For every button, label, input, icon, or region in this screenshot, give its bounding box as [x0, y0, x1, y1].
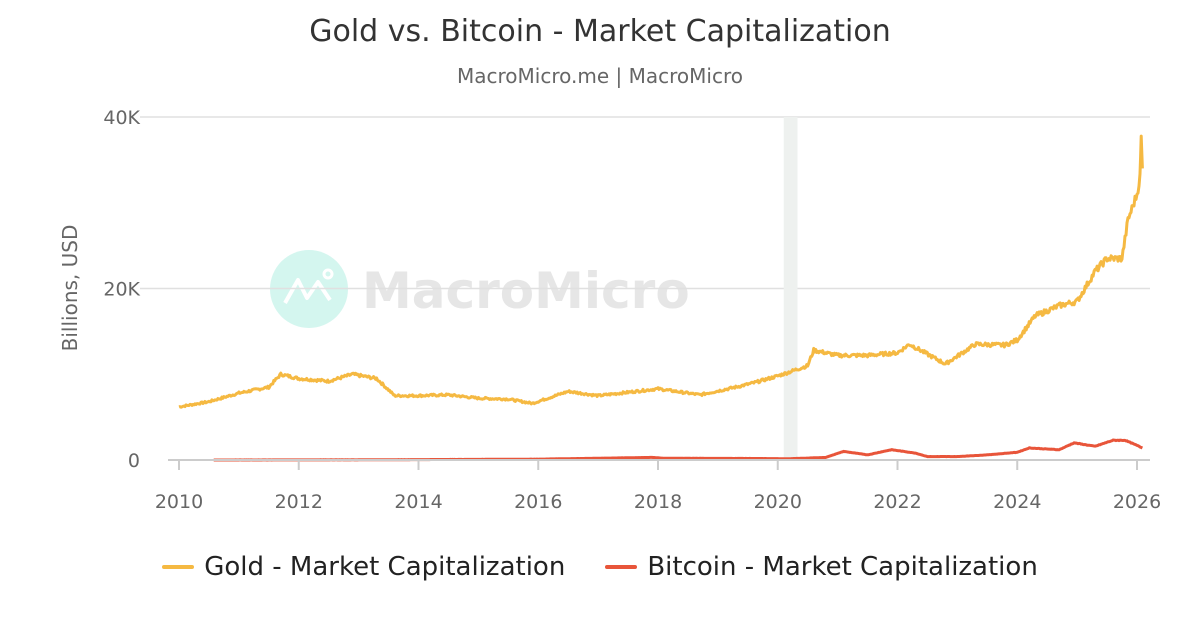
x-tick-label: 2014: [394, 491, 442, 513]
x-tick-label: 2012: [275, 491, 323, 513]
recession-shade: [783, 117, 798, 460]
x-tick-label: 2022: [873, 491, 921, 513]
legend-label: Gold - Market Capitalization: [204, 552, 566, 582]
y-tick-label: 0: [128, 450, 140, 472]
chart-title: Gold vs. Bitcoin - Market Capitalization: [309, 14, 891, 49]
series-line-bitcoin[interactable]: [213, 438, 1144, 462]
legend-swatch: [605, 565, 638, 569]
x-tick-label: 2020: [754, 491, 802, 513]
y-tick-label: 20K: [103, 279, 140, 301]
legend: Gold - Market Capitalization Bitcoin - Ma…: [0, 552, 1200, 582]
x-tick-label: 2026: [1113, 491, 1161, 513]
x-tick-label: 2024: [993, 491, 1041, 513]
legend-label: Bitcoin - Market Capitalization: [647, 552, 1038, 582]
watermark-text: MacroMicro: [362, 262, 690, 320]
y-tick-label: 40K: [103, 107, 140, 129]
series-line-gold[interactable]: [178, 134, 1144, 409]
legend-swatch: [162, 565, 195, 569]
legend-item-gold[interactable]: Gold - Market Capitalization: [162, 552, 565, 582]
y-axis-label: Billions, USD: [58, 225, 82, 352]
x-tick-label: 2010: [155, 491, 203, 513]
x-tick-label: 2016: [514, 491, 562, 513]
chart-subtitle: MacroMicro.me | MacroMicro: [457, 64, 743, 88]
legend-item-bitcoin[interactable]: Bitcoin - Market Capitalization: [605, 552, 1038, 582]
x-tick-label: 2018: [634, 491, 682, 513]
